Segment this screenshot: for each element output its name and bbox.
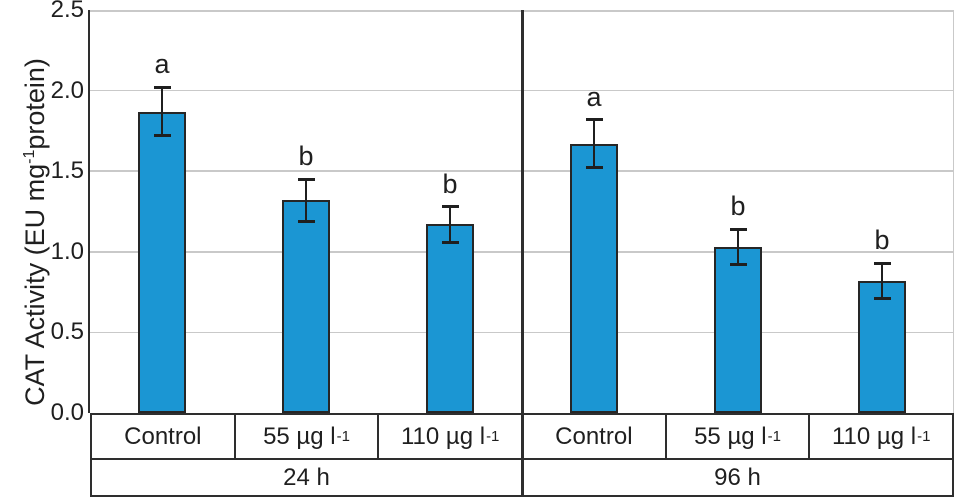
error-bar-cap bbox=[873, 261, 891, 265]
significance-letter: b bbox=[874, 225, 890, 256]
error-bar bbox=[304, 179, 308, 222]
time-group-label: 24 h bbox=[283, 463, 330, 491]
bar bbox=[138, 111, 186, 413]
error-bar bbox=[160, 87, 164, 136]
error-bar bbox=[880, 263, 884, 299]
significance-letter: b bbox=[298, 141, 314, 172]
y-axis-line bbox=[87, 10, 90, 413]
error-bar-cap bbox=[297, 219, 315, 223]
error-bar-cap bbox=[441, 240, 459, 244]
group-divider-line bbox=[520, 10, 524, 497]
plot-right-border bbox=[952, 10, 954, 413]
y-axis-title-suffix: protein) bbox=[20, 58, 50, 150]
time-group-label: 96 h bbox=[521, 460, 952, 495]
error-bar bbox=[448, 206, 452, 243]
bar bbox=[570, 143, 618, 413]
treatment-label: 55 µg l -1 bbox=[664, 415, 809, 458]
bar bbox=[282, 200, 330, 413]
treatment-label-superscript: -1 bbox=[336, 428, 350, 445]
y-tick-label: 0.0 bbox=[50, 399, 84, 426]
treatment-label-row: Control 55 µg l -1 110 µg l -1 Control 55 µg l… bbox=[92, 415, 952, 458]
y-axis-title-prefix: CAT Activity (EU mg bbox=[20, 163, 50, 406]
y-tick-label: 1.5 bbox=[50, 157, 84, 185]
bar bbox=[426, 224, 474, 413]
significance-letter: b bbox=[442, 168, 458, 199]
treatment-label-superscript: -1 bbox=[917, 428, 931, 445]
treatment-label: 55 µg l -1 bbox=[233, 415, 378, 458]
error-bar-cap bbox=[153, 134, 171, 138]
plot-area: a b b a b b bbox=[87, 10, 954, 413]
error-bar-cap bbox=[441, 205, 459, 209]
error-bar-cap bbox=[585, 118, 603, 122]
treatment-label: Control bbox=[521, 415, 665, 458]
error-bar-cap bbox=[585, 166, 603, 170]
error-bar-cap bbox=[729, 227, 747, 231]
y-tick-label: 2.0 bbox=[50, 76, 84, 104]
error-bar-cap bbox=[153, 85, 171, 89]
significance-letter: a bbox=[586, 81, 602, 112]
error-bar bbox=[592, 119, 596, 168]
y-tick-label: 1.0 bbox=[50, 237, 84, 265]
y-tick-label: 0.5 bbox=[50, 318, 84, 346]
treatment-label: 110 µg l -1 bbox=[377, 415, 521, 458]
error-bar-cap bbox=[873, 297, 891, 301]
treatment-label: Control bbox=[124, 422, 202, 450]
significance-letter: a bbox=[154, 49, 170, 80]
error-bar bbox=[736, 229, 740, 265]
y-tick-label: 2.5 bbox=[50, 0, 84, 23]
treatment-label-superscript: -1 bbox=[767, 428, 781, 445]
significance-letter: b bbox=[730, 191, 746, 222]
treatment-label: 110 µg l -1 bbox=[808, 415, 952, 458]
error-bar-cap bbox=[297, 177, 315, 181]
error-bar-cap bbox=[729, 263, 747, 267]
bar bbox=[858, 280, 906, 413]
treatment-label-superscript: -1 bbox=[486, 428, 500, 445]
bar bbox=[714, 246, 762, 413]
